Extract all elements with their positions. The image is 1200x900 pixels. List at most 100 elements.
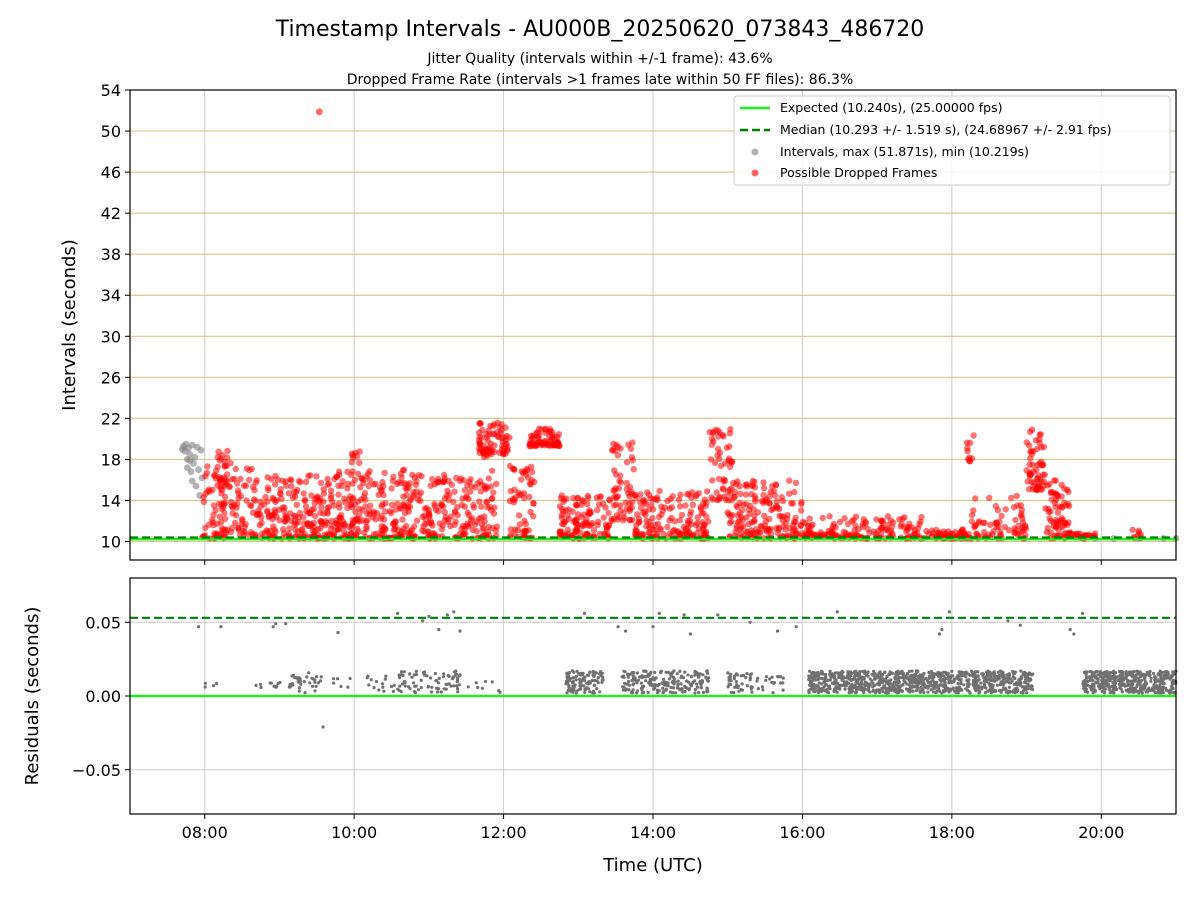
time-tick-label: 14:00 xyxy=(630,823,676,842)
dropped-frame-point xyxy=(328,492,335,499)
dropped-frame-point xyxy=(1055,526,1063,533)
residual-point xyxy=(1104,681,1109,685)
residual-point xyxy=(1098,687,1102,691)
dropped-frame-point xyxy=(515,489,522,496)
residual-point xyxy=(701,690,706,695)
dropped-frame-point xyxy=(487,440,494,447)
dropped-frame-point xyxy=(252,531,259,538)
dropped-frame-point xyxy=(518,476,525,483)
dropped-frame-point xyxy=(807,530,815,537)
residual-point xyxy=(675,686,680,690)
residual-point xyxy=(1088,675,1092,679)
residual-point xyxy=(391,689,395,694)
residual-point xyxy=(365,676,369,680)
residual-point xyxy=(740,682,744,686)
residual-point xyxy=(859,687,863,691)
residual-point xyxy=(1132,686,1136,690)
residual-point xyxy=(683,685,688,689)
dropped-frame-point xyxy=(623,485,630,493)
dropped-frame-point xyxy=(713,489,720,496)
dropped-frame-point xyxy=(484,504,491,511)
residual-point xyxy=(1156,678,1160,682)
dropped-frame-point xyxy=(221,458,228,465)
dropped-frame-point xyxy=(527,508,534,516)
residual-point xyxy=(1018,683,1022,687)
time-tick-label: 20:00 xyxy=(1078,823,1124,842)
dropped-frame-point xyxy=(412,481,420,489)
residual-point xyxy=(964,687,968,691)
residual-point xyxy=(827,685,831,689)
residual-point xyxy=(820,676,824,681)
dropped-frame-point xyxy=(736,483,743,490)
dropped-frame-point xyxy=(359,517,367,524)
dropped-frame-point xyxy=(257,514,265,521)
residual-point xyxy=(297,689,301,693)
dropped-frame-point xyxy=(766,500,773,507)
dropped-frame-point xyxy=(317,518,324,525)
residual-point xyxy=(457,683,461,687)
dropped-frame-point xyxy=(616,477,623,485)
residual-point xyxy=(565,691,569,695)
dropped-frame-point xyxy=(656,487,663,495)
dropped-frame-point xyxy=(377,515,384,522)
residual-point xyxy=(846,681,850,686)
interval-point xyxy=(186,457,194,464)
residual-point xyxy=(412,690,416,694)
residual-point xyxy=(1138,683,1142,687)
residual-point xyxy=(421,619,425,623)
dropped-frame-point xyxy=(482,484,489,492)
residual-point xyxy=(1092,671,1096,675)
residual-point xyxy=(673,691,678,695)
residual-point xyxy=(307,671,311,675)
dropped-frame-point xyxy=(701,521,708,529)
residual-point xyxy=(571,681,575,685)
residual-point xyxy=(733,685,737,689)
residual-point xyxy=(629,672,633,676)
dropped-frame-point xyxy=(574,511,582,518)
dropped-frame-point xyxy=(866,529,873,536)
residual-point xyxy=(982,682,987,686)
dropped-frame-point xyxy=(985,531,992,538)
residual-point xyxy=(854,685,858,689)
residual-point xyxy=(862,686,866,691)
residual-point xyxy=(924,676,928,681)
residual-point xyxy=(632,671,636,675)
residual-point xyxy=(583,688,587,692)
residual-point xyxy=(894,672,898,676)
dropped-frame-point xyxy=(770,488,777,495)
dropped-frame-point xyxy=(380,491,387,499)
residual-point xyxy=(1005,673,1009,677)
residual-point xyxy=(600,671,604,675)
residual-point xyxy=(1138,672,1142,677)
residual-point xyxy=(726,671,730,675)
residual-point xyxy=(574,674,579,678)
dropped-frame-point xyxy=(613,493,620,501)
residual-point xyxy=(1008,689,1012,693)
residual-point xyxy=(732,674,737,678)
residual-point xyxy=(1135,683,1139,687)
residual-point xyxy=(313,689,317,693)
residual-point xyxy=(332,681,336,685)
dropped-frame-point xyxy=(1137,531,1145,538)
residual-point xyxy=(1104,671,1108,675)
residual-point xyxy=(856,679,860,683)
dropped-frame-point xyxy=(625,441,632,448)
dropped-frame-point xyxy=(1052,504,1059,511)
dropped-frame-point xyxy=(240,531,247,538)
dropped-frame-point xyxy=(963,439,971,446)
residual-point xyxy=(750,690,754,694)
residual-point xyxy=(1169,675,1173,679)
dropped-frame-point xyxy=(506,434,513,441)
residual-point xyxy=(1106,674,1110,678)
residual-point xyxy=(1161,676,1165,681)
dropped-frame-point xyxy=(1039,462,1046,469)
residual-point xyxy=(621,688,625,692)
dropped-frame-point xyxy=(986,494,993,501)
dropped-frame-point xyxy=(245,476,253,484)
dropped-frame-point xyxy=(878,517,885,524)
residual-point xyxy=(310,676,314,680)
residual-point xyxy=(642,690,646,694)
dropped-frame-point xyxy=(305,509,312,517)
residual-point xyxy=(1083,681,1087,685)
residual-point xyxy=(653,686,657,690)
